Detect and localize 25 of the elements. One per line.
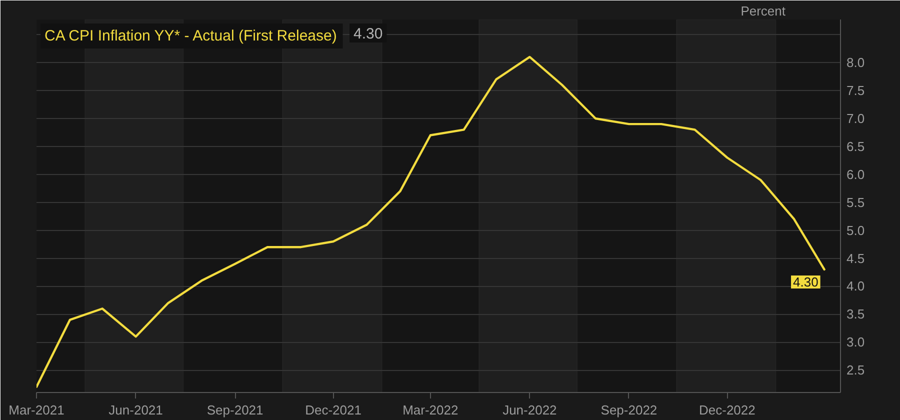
y-tick-label: 7.0 [846, 110, 865, 126]
x-tick-label: Jun-2022 [502, 402, 557, 418]
y-tick-label: 3.0 [846, 334, 865, 350]
data-label: 4.30 [793, 274, 818, 290]
x-tick-label: Mar-2021 [8, 402, 64, 418]
x-tick-label: Dec-2022 [699, 402, 756, 418]
y-axis-title: Percent [740, 4, 786, 18]
y-tick-label: 6.5 [846, 138, 865, 154]
y-tick-label: 8.0 [846, 55, 865, 70]
y-tick-label: 2.5 [846, 362, 865, 378]
line-series [36, 56, 826, 388]
annotation: 4.30 [354, 26, 383, 42]
y-tick-label: 4.5 [846, 250, 865, 266]
y-tick-label: 5.5 [846, 194, 865, 210]
x-tick-label: Sep-2021 [206, 402, 264, 418]
x-tick-label: Mar-2022 [402, 402, 458, 418]
y-tick-label: 6.0 [846, 166, 865, 182]
y-tick-label: 7.5 [846, 83, 865, 98]
text: CA CPI Inflation YY* - Actual (First Release) [44, 28, 337, 44]
y-tick-label: 4.0 [846, 278, 865, 294]
x-tick-label: Sep-2022 [600, 402, 658, 418]
x-tick-label: Jun-2021 [108, 402, 163, 418]
y-tick-label: 3.5 [846, 306, 865, 322]
y-tick-label: 5.0 [846, 222, 865, 238]
x-tick-label: Dec-2021 [305, 402, 362, 418]
